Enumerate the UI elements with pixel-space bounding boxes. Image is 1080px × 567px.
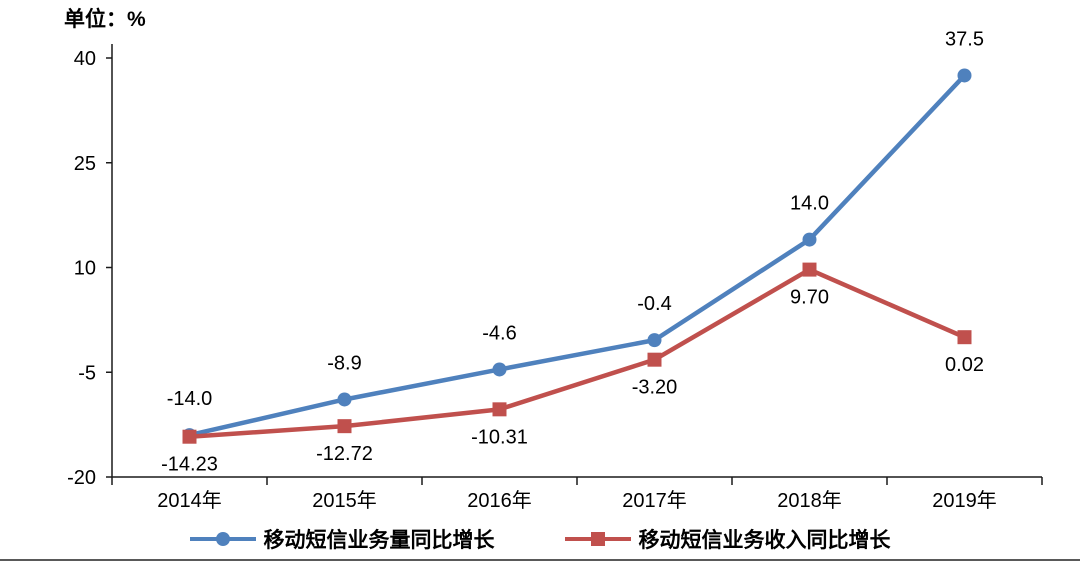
x-tick-label: 2014年	[157, 489, 222, 512]
bottom-divider	[0, 559, 1080, 561]
data-point-marker	[802, 232, 817, 247]
data-point-marker	[802, 262, 817, 277]
legend-label-volume: 移动短信业务量同比增长	[263, 529, 495, 552]
data-point-marker	[957, 68, 972, 83]
data-label: 9.70	[790, 287, 829, 309]
data-label: -14.0	[167, 388, 213, 410]
data-label: -8.9	[327, 352, 361, 374]
y-tick-label: 10	[74, 258, 96, 280]
x-tick-label: 2016年	[467, 489, 532, 512]
data-point-marker	[337, 419, 352, 434]
data-label: -0.4	[637, 293, 671, 315]
x-tick-label: 2018年	[777, 489, 842, 512]
data-point-marker	[957, 330, 972, 345]
unit-label: 单位：%	[64, 8, 146, 31]
legend-item-revenue: 移动短信业务收入同比增长	[564, 524, 891, 554]
data-point-marker	[647, 352, 662, 367]
x-tick-label: 2017年	[622, 489, 687, 512]
legend-item-volume: 移动短信业务量同比增长	[189, 524, 495, 554]
data-label: 0.02	[945, 354, 984, 376]
data-point-marker	[492, 402, 507, 417]
data-point-marker	[337, 392, 352, 407]
volume-series-legend-marker-icon	[189, 532, 256, 546]
data-label: -3.20	[632, 377, 678, 399]
data-point-marker	[647, 333, 662, 348]
legend-label-revenue: 移动短信业务收入同比增长	[638, 529, 891, 552]
data-label: 37.5	[945, 28, 984, 50]
data-label: 14.0	[790, 193, 829, 215]
x-tick-label: 2015年	[312, 489, 377, 512]
y-tick-label: -5	[78, 362, 96, 384]
series-line	[188, 73, 967, 438]
data-label: -12.72	[316, 443, 373, 465]
x-tick-label: 2019年	[932, 489, 997, 512]
data-label: -4.6	[482, 322, 516, 344]
line-chart: -20 -5 10 25 40 2014年 2015年 2016年 2017年 2018年 2019…	[67, 28, 1043, 512]
y-tick-label: 40	[74, 48, 96, 70]
revenue-series-legend-marker-icon	[564, 532, 631, 546]
y-tick-label: -20	[67, 467, 96, 489]
series-line	[189, 267, 966, 439]
data-point-marker	[492, 362, 507, 377]
data-point-marker	[182, 429, 197, 444]
legend: 移动短信业务量同比增长 移动短信业务收入同比增长	[0, 524, 1080, 554]
y-tick-label: 25	[74, 153, 96, 175]
data-label: -14.23	[161, 454, 218, 476]
data-label: -10.31	[471, 426, 528, 448]
